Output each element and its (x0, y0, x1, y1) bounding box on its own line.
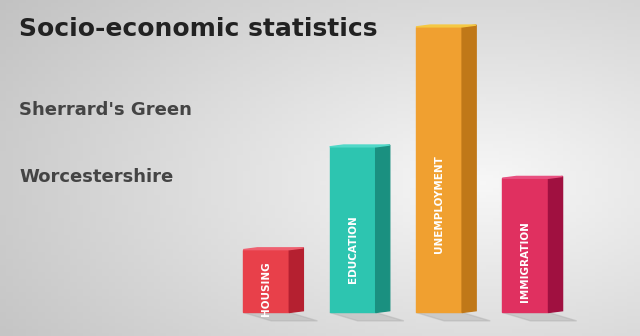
Polygon shape (548, 176, 563, 312)
Text: IMMIGRATION: IMMIGRATION (520, 221, 531, 302)
Polygon shape (502, 312, 577, 321)
Polygon shape (243, 248, 303, 250)
Polygon shape (330, 145, 390, 147)
Text: Sherrard's Green: Sherrard's Green (19, 101, 192, 119)
Text: UNEMPLOYMENT: UNEMPLOYMENT (434, 155, 444, 253)
Polygon shape (376, 145, 390, 312)
Text: EDUCATION: EDUCATION (348, 216, 358, 283)
Polygon shape (243, 312, 317, 321)
Polygon shape (330, 147, 376, 312)
Polygon shape (289, 248, 303, 312)
Text: HOUSING: HOUSING (261, 261, 271, 316)
Polygon shape (416, 27, 462, 312)
Polygon shape (330, 312, 404, 321)
Text: Socio-economic statistics: Socio-economic statistics (19, 17, 378, 41)
Polygon shape (416, 312, 490, 321)
Polygon shape (243, 250, 289, 312)
Polygon shape (462, 25, 476, 312)
Polygon shape (502, 178, 548, 312)
Polygon shape (416, 25, 476, 27)
Polygon shape (502, 176, 563, 178)
Text: Worcestershire: Worcestershire (19, 168, 173, 186)
